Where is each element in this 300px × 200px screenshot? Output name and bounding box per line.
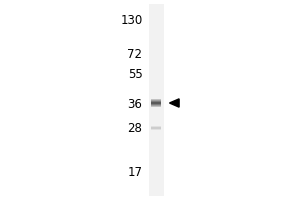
Bar (151, 99, 161, 100)
Text: 55: 55 (128, 68, 142, 80)
Bar (151, 106, 161, 107)
Bar (151, 104, 161, 105)
Text: 28: 28 (128, 122, 142, 136)
Bar (151, 105, 161, 106)
Bar (151, 103, 161, 104)
Text: 17: 17 (128, 166, 142, 178)
Text: 36: 36 (128, 98, 142, 112)
Bar (151, 100, 161, 101)
Bar (151, 101, 161, 102)
Bar (148, 4, 164, 196)
Text: 72: 72 (128, 47, 142, 60)
Polygon shape (169, 99, 179, 107)
Bar (151, 102, 161, 103)
Text: 130: 130 (120, 14, 142, 26)
